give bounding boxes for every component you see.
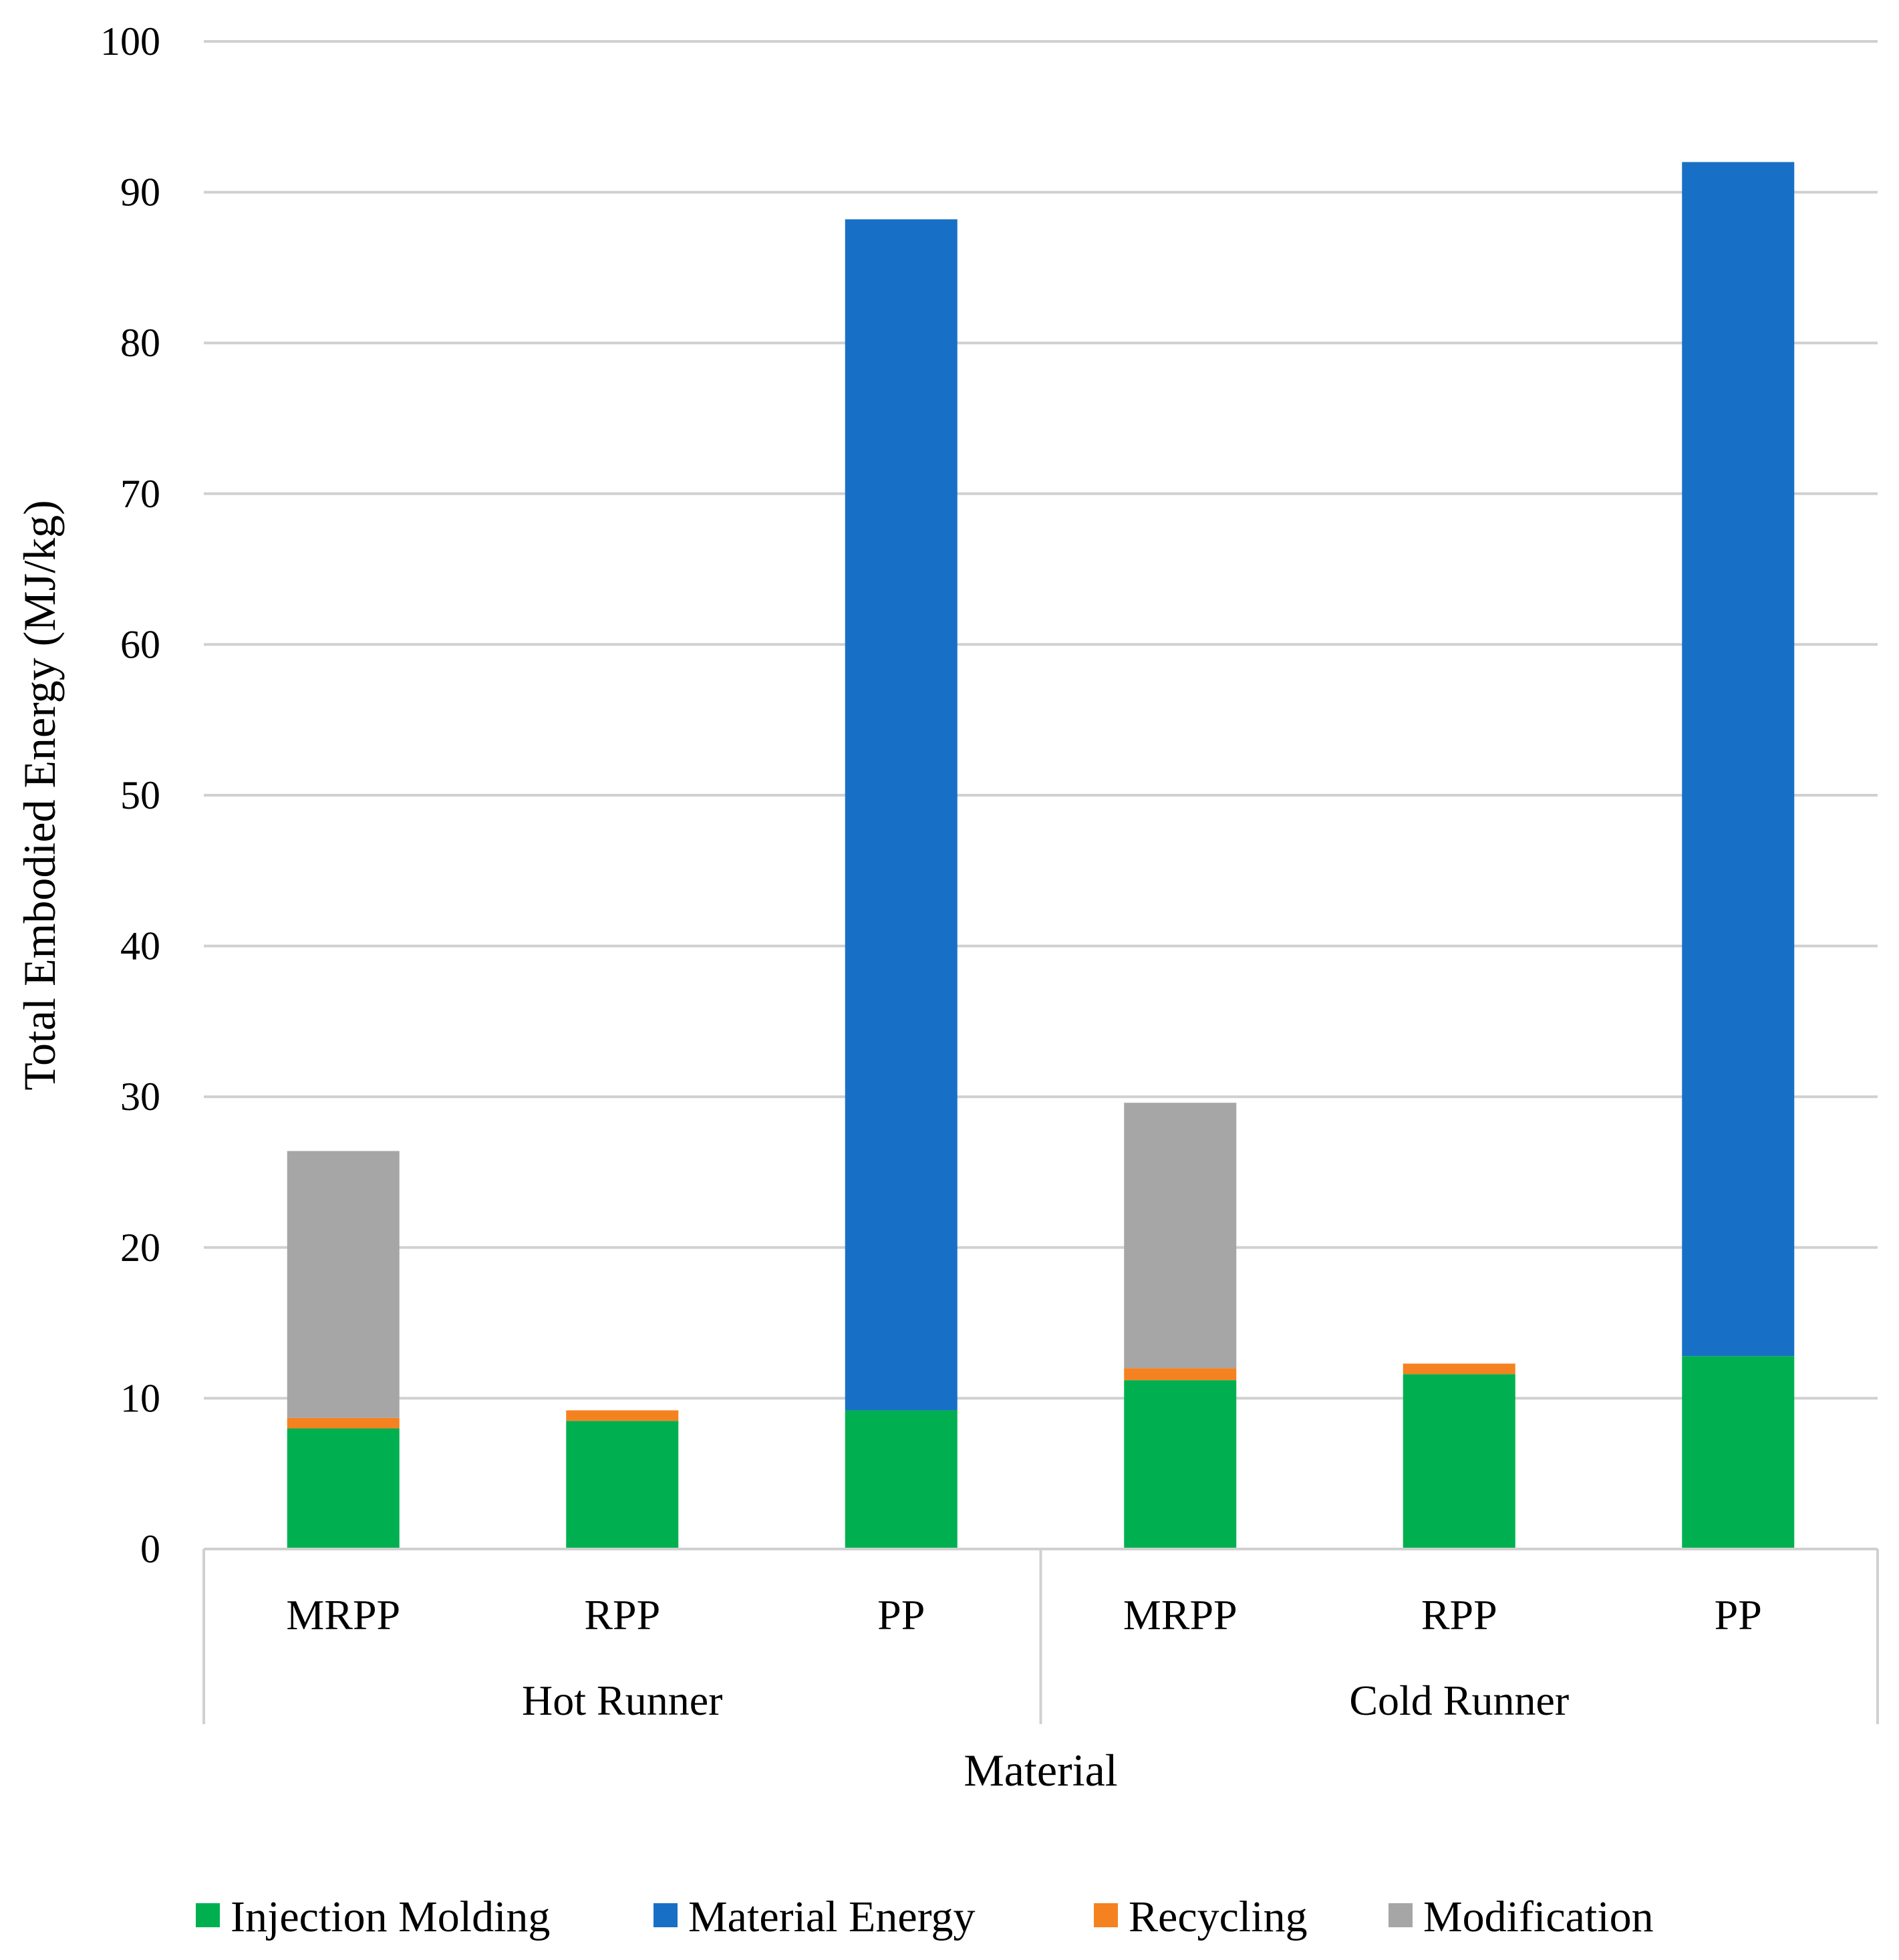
bar-segment-injection-molding — [845, 1410, 958, 1549]
bar-segment-modification — [1124, 1103, 1237, 1369]
x-category-label: MRPP — [1123, 1591, 1237, 1639]
bar-segment-injection-molding — [287, 1428, 400, 1549]
y-tick-label: 40 — [120, 924, 160, 968]
legend-swatch — [1094, 1903, 1118, 1927]
x-group-label: Cold Runner — [1349, 1677, 1569, 1724]
bar-segment-injection-molding — [1682, 1356, 1795, 1549]
y-tick-label: 60 — [120, 622, 160, 666]
x-category-label: PP — [1715, 1591, 1762, 1639]
y-tick-label: 90 — [120, 170, 160, 215]
y-tick-label: 10 — [120, 1376, 160, 1420]
bars — [287, 162, 1795, 1549]
bar-segment-recycling — [1403, 1363, 1515, 1375]
bar-segment-injection-molding — [566, 1421, 679, 1549]
bar-segment-recycling — [566, 1410, 679, 1421]
y-tick-label: 20 — [120, 1226, 160, 1270]
bar-segment-material-energy — [1682, 162, 1795, 1357]
y-tick-label: 30 — [120, 1075, 160, 1119]
x-category-label: RPP — [584, 1591, 660, 1639]
x-category-label: PP — [877, 1591, 925, 1639]
gridlines — [204, 40, 1878, 1400]
legend-label: Material Energy — [688, 1893, 975, 1941]
y-axis-title: Total Embodied Energy (MJ/kg) — [14, 500, 65, 1091]
x-category-label: MRPP — [286, 1591, 400, 1639]
bar-segment-material-energy — [845, 219, 958, 1411]
y-tick-label: 70 — [120, 472, 160, 516]
y-tick-label: 0 — [140, 1527, 160, 1571]
y-axis-ticks: 0 10 20 30 40 50 60 70 80 90 100 — [100, 19, 160, 1571]
legend-swatch — [1389, 1903, 1413, 1927]
y-tick-label: 50 — [120, 773, 160, 817]
legend-swatch — [653, 1903, 678, 1927]
x-group-label: Hot Runner — [522, 1677, 722, 1724]
y-tick-label: 100 — [100, 19, 160, 63]
bar-segment-modification — [287, 1151, 400, 1418]
y-tick-label: 80 — [120, 321, 160, 365]
legend-label: Recycling — [1129, 1893, 1308, 1941]
legend-swatch — [196, 1903, 220, 1927]
legend-label: Injection Molding — [231, 1893, 550, 1941]
bar-segment-recycling — [287, 1417, 400, 1429]
legend-label: Modification — [1423, 1893, 1654, 1941]
bar-segment-recycling — [1124, 1368, 1237, 1381]
x-axis-title: Material — [964, 1745, 1117, 1796]
legend: Injection Molding Material Energy Recyclin… — [196, 1893, 1654, 1941]
bar-segment-injection-molding — [1403, 1374, 1515, 1549]
x-category-label: RPP — [1421, 1591, 1497, 1639]
x-axis: MRPP RPP PP Hot Runner MRPP RPP PP Cold Runner — [202, 1548, 1879, 1724]
bar-segment-injection-molding — [1124, 1380, 1237, 1549]
